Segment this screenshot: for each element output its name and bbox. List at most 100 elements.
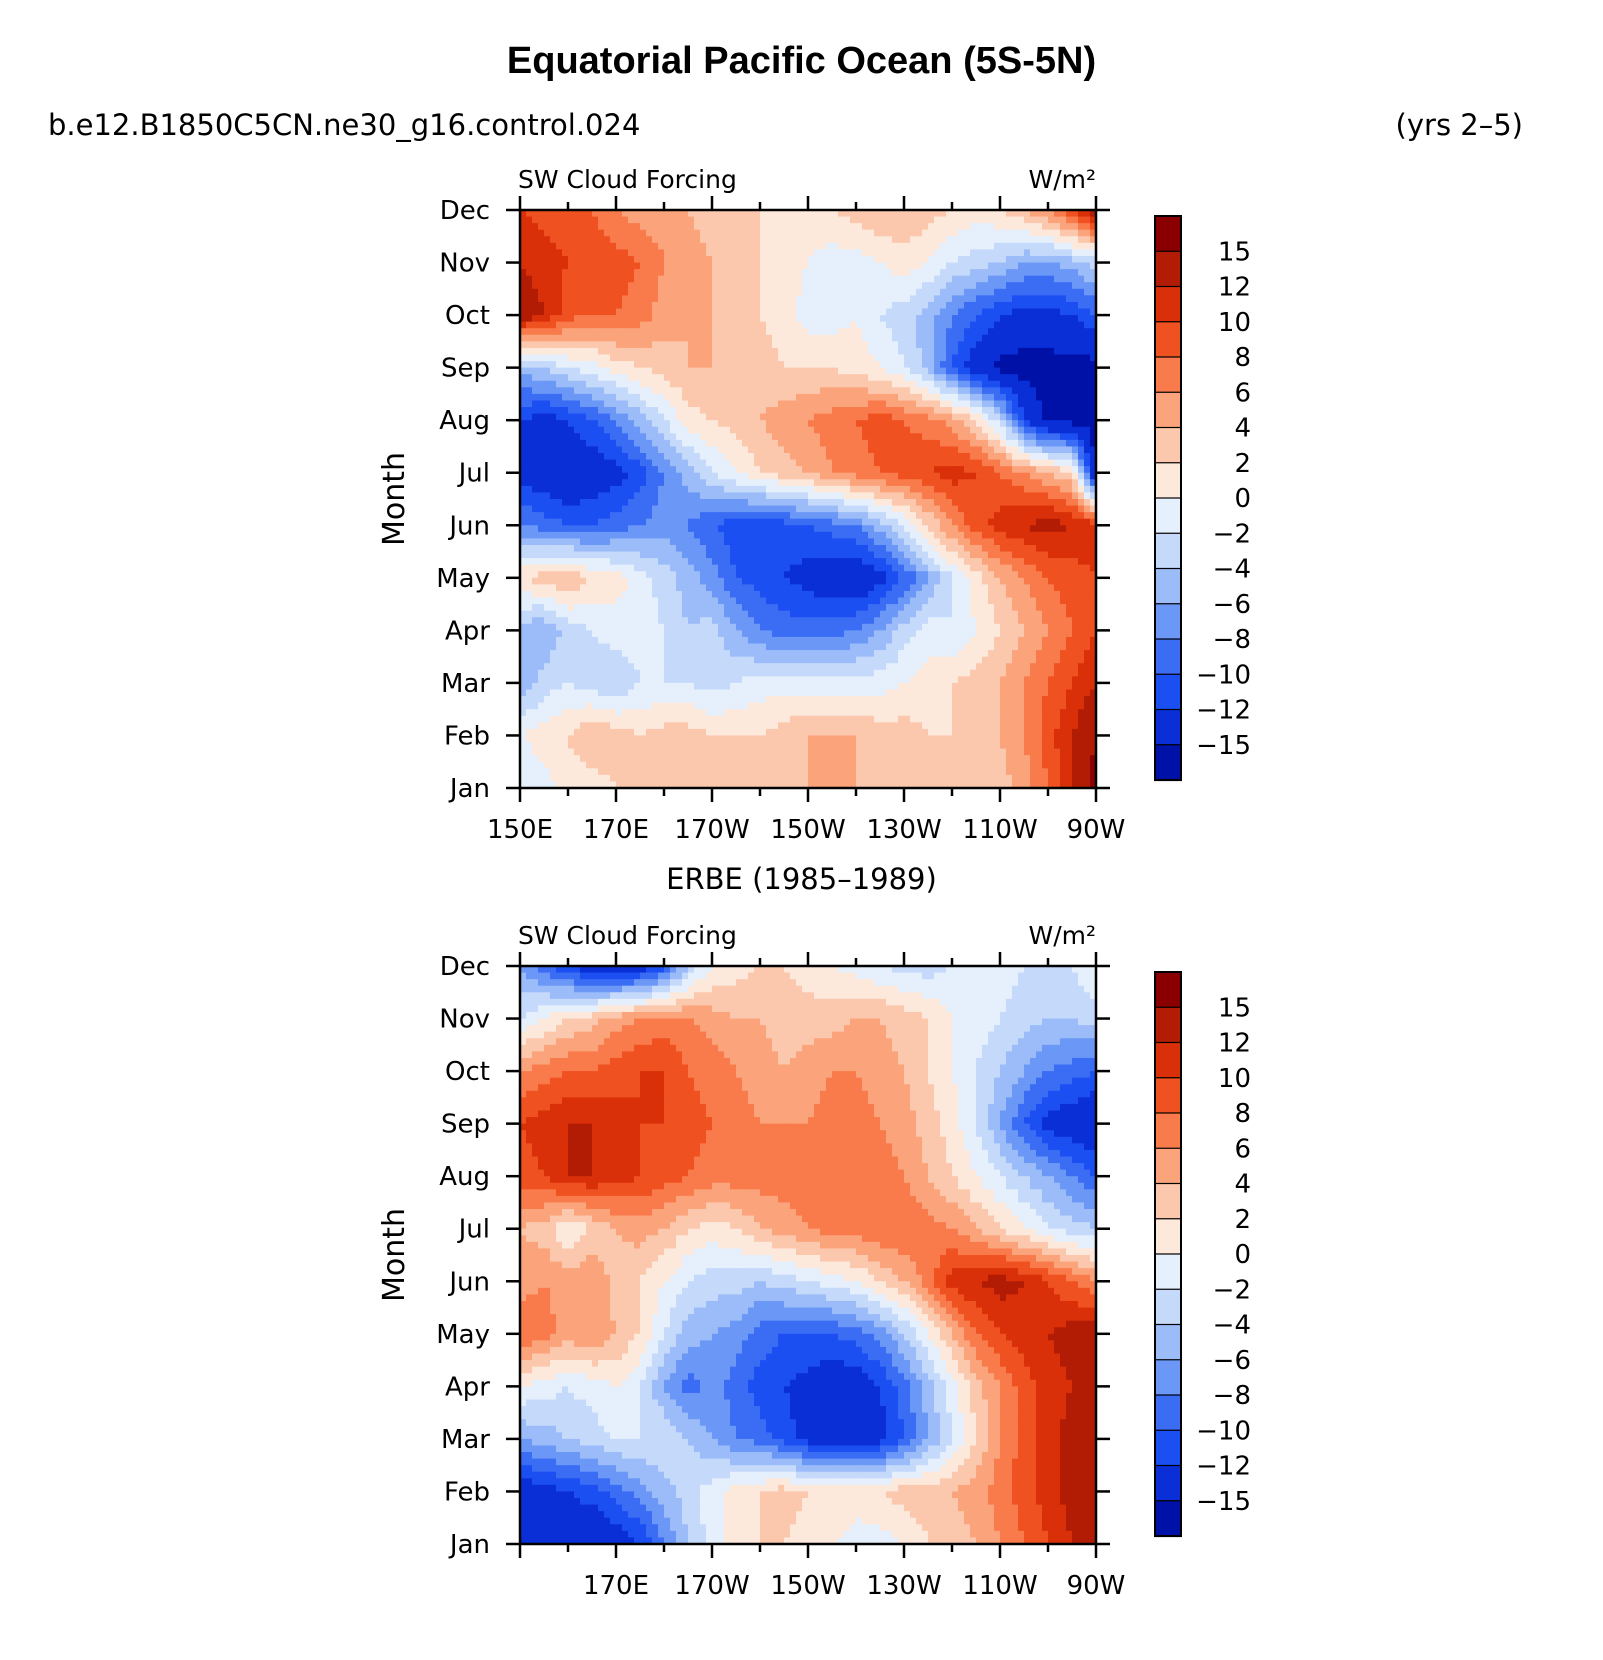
heatmap-cell	[736, 367, 743, 375]
heatmap-cell	[790, 518, 797, 526]
heatmap-cell	[982, 262, 989, 270]
heatmap-cell	[664, 393, 671, 402]
heatmap-cell	[826, 433, 833, 441]
heatmap-cell	[784, 433, 791, 441]
heatmap-cell	[910, 262, 917, 270]
heatmap-cell	[544, 420, 551, 428]
heatmap-cell	[592, 479, 599, 487]
heatmap-cell	[694, 459, 701, 467]
heatmap-cell	[808, 249, 815, 257]
heatmap-cell	[1036, 400, 1043, 408]
heatmap-cell	[682, 301, 689, 310]
heatmap-cell	[610, 453, 617, 461]
heatmap-cell	[832, 472, 839, 480]
heatmap-cell	[988, 485, 995, 494]
heatmap-cell	[880, 499, 887, 507]
heatmap-cell	[748, 223, 755, 231]
heatmap-cell	[694, 367, 701, 375]
heatmap-cell	[934, 453, 941, 461]
heatmap-cell	[532, 242, 539, 251]
heatmap-cell	[964, 446, 971, 454]
heatmap-cell	[1042, 321, 1049, 329]
heatmap-cell	[568, 479, 575, 487]
heatmap-cell	[568, 295, 575, 303]
heatmap-cell	[772, 433, 779, 441]
heatmap-cell	[850, 544, 857, 553]
heatmap-cell	[1006, 334, 1013, 342]
heatmap-cell	[994, 426, 1001, 434]
heatmap-cell	[712, 262, 719, 270]
heatmap-cell	[1054, 315, 1061, 323]
heatmap-cell	[772, 288, 779, 296]
heatmap-cell	[724, 354, 731, 362]
heatmap-cell	[832, 275, 839, 283]
heatmap-cell	[730, 407, 737, 415]
heatmap-cell	[616, 538, 623, 546]
heatmap-cell	[550, 354, 557, 362]
heatmap-cell	[556, 301, 563, 310]
heatmap-cell	[946, 216, 953, 224]
heatmap-cell	[604, 472, 611, 480]
heatmap-cell	[862, 426, 869, 434]
heatmap-cell	[988, 328, 995, 336]
heatmap-cell	[568, 492, 575, 500]
heatmap-cell	[880, 334, 887, 342]
heatmap-cell	[730, 387, 737, 395]
heatmap-cell	[706, 505, 713, 513]
heatmap-cell	[688, 387, 695, 395]
heatmap-cell	[862, 393, 869, 402]
heatmap-cell	[1000, 485, 1007, 494]
heatmap-cell	[772, 367, 779, 375]
heatmap-cell	[1054, 242, 1061, 251]
heatmap-cell	[760, 308, 767, 316]
heatmap-cell	[880, 374, 887, 382]
heatmap-cell	[982, 512, 989, 520]
heatmap-cell	[706, 453, 713, 461]
heatmap-cell	[610, 334, 617, 342]
heatmap-cell	[988, 229, 995, 237]
heatmap-cell	[556, 518, 563, 526]
heatmap-cell	[1000, 334, 1007, 342]
heatmap-cell	[670, 210, 677, 218]
heatmap-cell	[898, 301, 905, 310]
heatmap-cell	[640, 400, 647, 408]
heatmap-cell	[736, 262, 743, 270]
heatmap-cell	[628, 380, 635, 388]
heatmap-cell	[748, 420, 755, 428]
heatmap-cell	[1042, 479, 1049, 487]
heatmap-cell	[616, 544, 623, 553]
heatmap-cell	[562, 472, 569, 480]
heatmap-cell	[886, 413, 893, 421]
heatmap-cell	[832, 446, 839, 454]
heatmap-cell	[1084, 275, 1091, 283]
heatmap-cell	[754, 347, 761, 356]
heatmap-cell	[898, 334, 905, 342]
heatmap-cell	[970, 426, 977, 434]
heatmap-cell	[1006, 374, 1013, 382]
heatmap-cell	[832, 288, 839, 296]
heatmap-cell	[628, 393, 635, 402]
heatmap-cell	[946, 479, 953, 487]
heatmap-cell	[1024, 255, 1031, 264]
heatmap-cell	[940, 426, 947, 434]
heatmap-cell	[1060, 407, 1067, 415]
heatmap-cell	[796, 472, 803, 480]
heatmap-cell	[742, 400, 749, 408]
heatmap-cell	[958, 295, 965, 303]
heatmap-cell	[538, 242, 545, 251]
heatmap-cell	[1066, 295, 1073, 303]
heatmap-cell	[1054, 426, 1061, 434]
heatmap-cell	[1036, 538, 1043, 546]
heatmap-cell	[688, 453, 695, 461]
heatmap-cell	[1048, 400, 1055, 408]
heatmap-cell	[784, 288, 791, 296]
heatmap-cell	[592, 400, 599, 408]
heatmap-cell	[598, 275, 605, 283]
heatmap-cell	[724, 216, 731, 224]
heatmap-cell	[778, 518, 785, 526]
heatmap-cell	[904, 361, 911, 369]
heatmap-cell	[1066, 420, 1073, 428]
heatmap-cell	[1042, 472, 1049, 480]
heatmap-cell	[940, 518, 947, 526]
heatmap-cell	[910, 439, 917, 448]
